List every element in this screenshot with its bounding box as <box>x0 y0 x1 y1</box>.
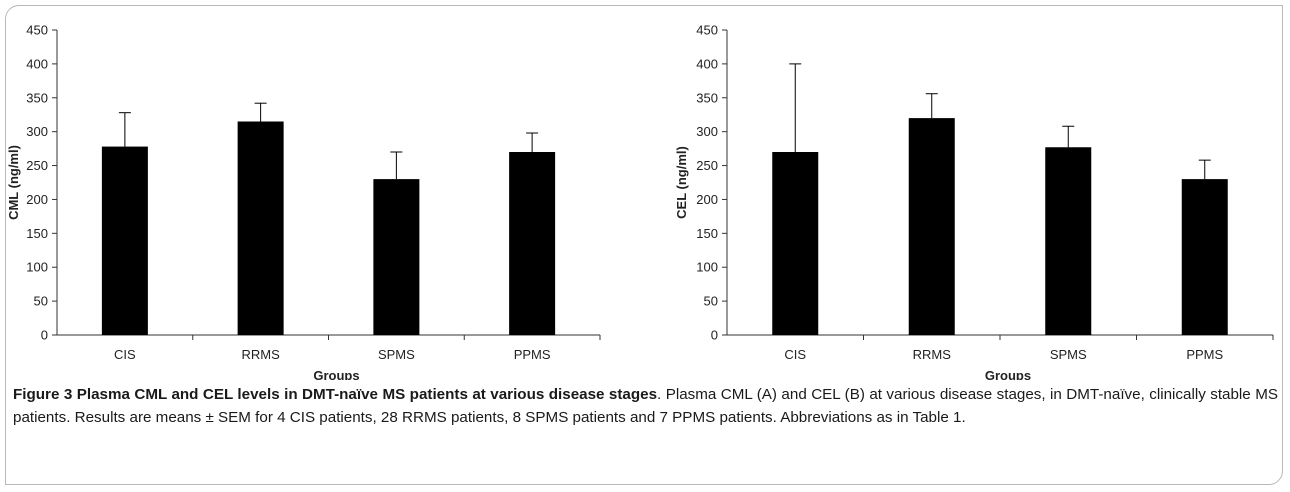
y-tick-label: 300 <box>696 124 718 139</box>
y-tick-label: 400 <box>26 56 48 71</box>
chart-cel: 0 50 100 150 200 250 300 350 400 450 CEL (ng/ml) CI… <box>674 23 1274 380</box>
bar-spms <box>373 179 420 335</box>
x-tick-label: RRMS <box>913 347 952 362</box>
y-tick-label: 50 <box>704 294 718 309</box>
y-tick-label: 400 <box>696 56 718 71</box>
x-axis-label: Groups <box>985 368 1031 380</box>
y-tick-label: 350 <box>696 90 718 105</box>
x-tick-label: SPMS <box>378 347 415 362</box>
y-axis-label: CML (ng/ml) <box>6 145 21 220</box>
y-tick-label: 250 <box>696 158 718 173</box>
x-tick-label: PPMS <box>514 347 551 362</box>
caption-body: . Plasma CML (A) and CEL (B) at various … <box>13 386 1278 426</box>
caption-title: Figure 3 Plasma CML and CEL levels in DM… <box>13 386 658 403</box>
bar-cis <box>772 152 819 335</box>
x-tick-label: RRMS <box>241 347 280 362</box>
y-tick-label: 450 <box>696 23 718 38</box>
x-tick-label: SPMS <box>1050 347 1087 362</box>
y-tick-label: 150 <box>696 226 718 241</box>
figure-caption: Figure 3 Plasma CML and CEL levels in DM… <box>13 384 1278 429</box>
bar-ppms <box>509 152 556 335</box>
bar-rrms <box>237 121 284 335</box>
bar-rrms <box>908 118 955 335</box>
y-tick-label: 200 <box>696 192 718 207</box>
y-tick-label: 150 <box>26 226 48 241</box>
bar-spms <box>1045 147 1092 335</box>
x-tick-label: CIS <box>784 347 806 362</box>
x-axis-label: Groups <box>313 368 359 380</box>
y-tick-label: 350 <box>26 90 48 105</box>
y-tick-label: 200 <box>26 192 48 207</box>
y-axis-label: CEL (ng/ml) <box>674 146 689 219</box>
y-tick-label: 300 <box>26 124 48 139</box>
y-tick-label: 450 <box>26 23 48 38</box>
y-tick-label: 100 <box>696 260 718 275</box>
y-tick-label: 0 <box>711 328 718 343</box>
y-tick-label: 100 <box>26 260 48 275</box>
figure-frame <box>5 5 1283 485</box>
x-tick-label: CIS <box>114 347 136 362</box>
y-tick-label: 50 <box>34 294 48 309</box>
x-tick-label: PPMS <box>1186 347 1223 362</box>
bar-cis <box>101 146 148 335</box>
chart-cml: 0 50 100 150 200 250 300 350 400 450 CML (ng/ml) CI… <box>6 23 601 380</box>
bar-ppms <box>1181 179 1228 335</box>
y-tick-label: 0 <box>41 328 48 343</box>
y-tick-label: 250 <box>26 158 48 173</box>
